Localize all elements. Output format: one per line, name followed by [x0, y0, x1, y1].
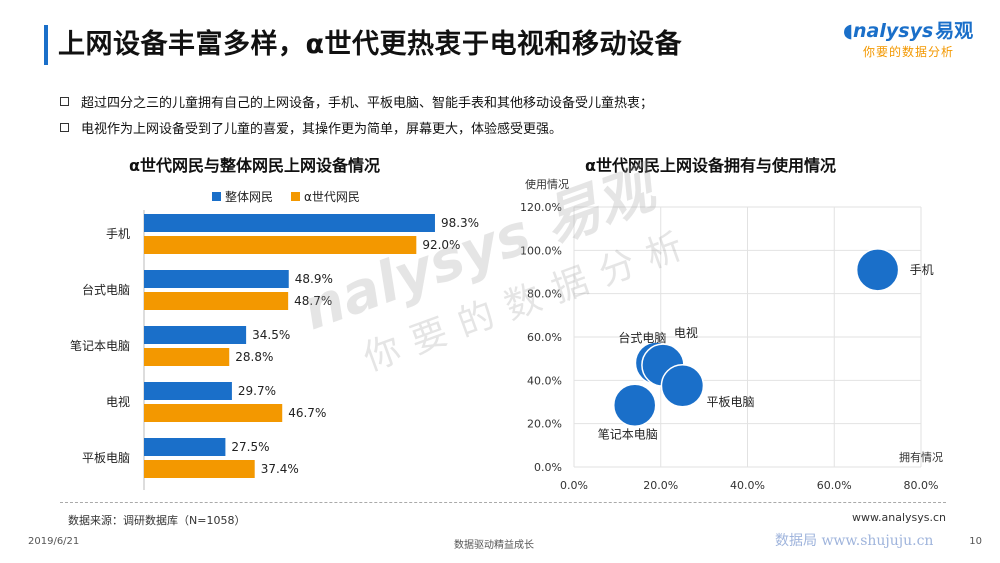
y-axis-title: 使用情况 [525, 178, 569, 191]
logo-tagline: 你要的数据分析 [863, 45, 955, 59]
bubble [612, 383, 657, 427]
bubble-label: 电视 [674, 325, 698, 340]
data-label: 37.4% [261, 462, 299, 476]
bullet-text: 电视作为上网设备受到了儿童的喜爱，其操作更为简单，屏幕更大，体验感受更强。 [81, 121, 563, 137]
bar [144, 236, 417, 254]
bar [144, 326, 247, 344]
data-label: 28.8% [235, 350, 273, 364]
legend-label: 整体网民 [225, 190, 274, 204]
analysys-logo: ◖nalysys 易观 你要的数据分析 [843, 16, 973, 66]
x-tick-label: 20.0% [643, 479, 678, 492]
legend-swatch-overall [212, 192, 221, 201]
y-tick-label: 120.0% [520, 201, 562, 214]
category-label: 笔记本电脑 [70, 338, 130, 353]
bullet-text: 超过四分之三的儿童拥有自己的上网设备，手机、平板电脑、智能手表和其他移动设备受儿… [81, 95, 654, 111]
bubble-label: 台式电脑 [618, 330, 666, 345]
category-label: 电视 [106, 394, 130, 409]
bar [144, 382, 232, 400]
legend-label: α世代网民 [304, 190, 360, 204]
data-label: 46.7% [288, 406, 326, 420]
y-tick-label: 60.0% [527, 331, 562, 344]
bullet-item: 电视作为上网设备受到了儿童的喜爱，其操作更为简单，屏幕更大，体验感受更强。 [60, 114, 653, 140]
square-bullet-icon [60, 122, 69, 132]
footer-date: 2019/6/21 [28, 536, 80, 547]
data-label: 34.5% [252, 328, 290, 342]
bar-chart-title: α世代网民与整体网民上网设备情况 [129, 156, 380, 175]
bar-chart-legend: 整体网民 α世代网民 [212, 188, 378, 205]
bubble-label: 平板电脑 [706, 395, 754, 409]
data-label: 92.0% [422, 238, 460, 252]
category-label: 平板电脑 [82, 451, 130, 465]
bar [144, 214, 435, 232]
data-label: 29.7% [238, 384, 276, 398]
footer-divider [60, 502, 946, 503]
logo-mark-icon: ◖ [843, 20, 854, 42]
legend-swatch-alpha [291, 192, 301, 201]
bubble-label: 手机 [910, 263, 934, 277]
x-tick-label: 40.0% [730, 479, 765, 492]
legend-item-alpha: α世代网民 [291, 188, 360, 205]
bubble [660, 364, 705, 408]
site-link[interactable]: www.analysys.cn [852, 511, 946, 524]
category-label: 手机 [106, 227, 130, 241]
y-tick-label: 80.0% [527, 288, 562, 301]
data-label: 48.9% [295, 272, 333, 286]
y-tick-label: 0.0% [534, 461, 562, 474]
bullet-list: 超过四分之三的儿童拥有自己的上网设备，手机、平板电脑、智能手表和其他移动设备受儿… [60, 88, 653, 140]
x-tick-label: 60.0% [817, 479, 852, 492]
y-tick-label: 100.0% [520, 244, 562, 257]
bar [144, 348, 230, 366]
bar [144, 270, 289, 288]
footer-slogan: 数据驱动精益成长 [454, 540, 534, 551]
logo-en: nalysys [853, 20, 934, 42]
y-tick-label: 40.0% [527, 374, 562, 387]
bullet-item: 超过四分之三的儿童拥有自己的上网设备，手机、平板电脑、智能手表和其他移动设备受儿… [60, 88, 653, 114]
bar [144, 404, 283, 422]
data-label: 98.3% [441, 216, 479, 230]
data-label: 27.5% [231, 440, 269, 454]
logo-cn: 易观 [935, 20, 974, 42]
category-label: 台式电脑 [82, 282, 130, 297]
data-label: 48.7% [294, 294, 332, 308]
page-number: 10 [969, 536, 982, 547]
page-title: 上网设备丰富多样，α世代更热衷于电视和移动设备 [58, 29, 683, 60]
bubble-label: 笔记本电脑 [598, 426, 658, 441]
x-tick-label: 0.0% [560, 479, 588, 492]
sjj-watermark: 数据局 www.shujuju.cn [775, 533, 934, 549]
y-tick-label: 20.0% [527, 418, 562, 431]
title-accent-bar [44, 25, 48, 65]
x-axis-title: 拥有情况 [899, 450, 943, 464]
bubble [855, 248, 900, 292]
legend-item-overall: 整体网民 [212, 188, 273, 205]
x-tick-label: 80.0% [904, 479, 939, 492]
square-bullet-icon [60, 96, 69, 106]
bar [144, 438, 226, 456]
bubble-chart-title: α世代网民上网设备拥有与使用情况 [585, 156, 836, 175]
bar [144, 292, 289, 310]
data-source: 数据来源：调研数据库（N=1058） [68, 514, 246, 527]
bar [144, 460, 255, 478]
